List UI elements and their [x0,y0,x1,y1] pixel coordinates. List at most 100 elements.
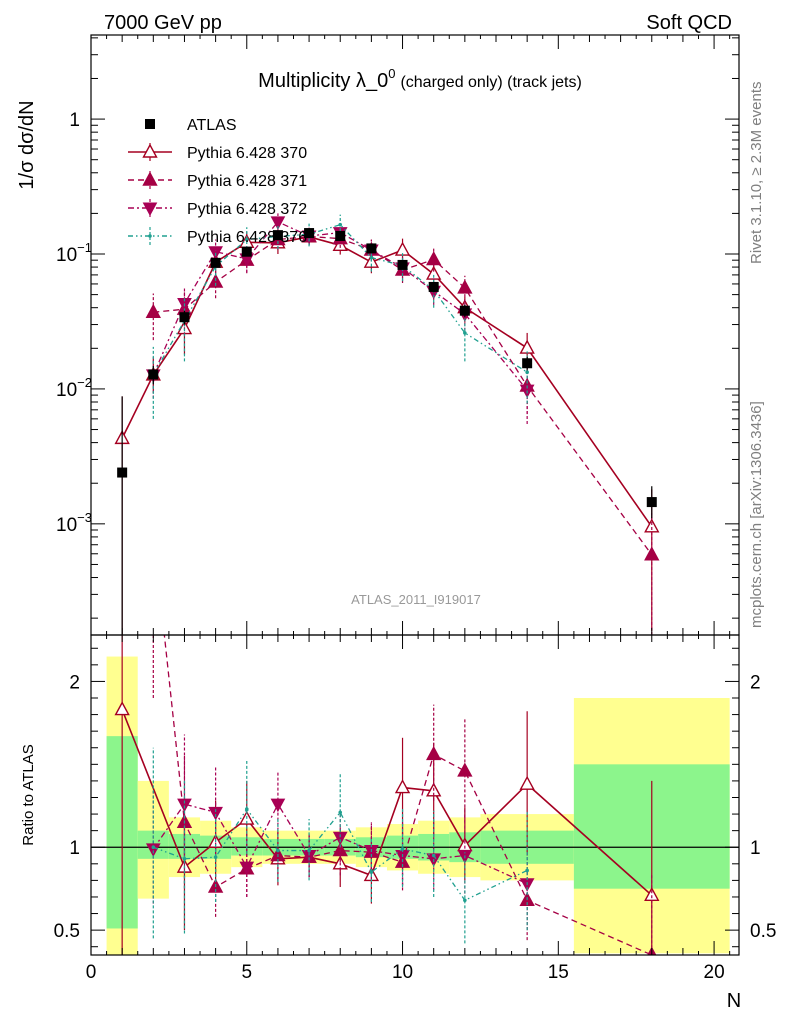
ratio-y-tick-label-right: 0.5 [750,921,776,942]
mcplots-label: mcplots.cern.ch [arXiv:1306.3436] [748,401,765,628]
series-point [644,546,660,561]
ratio-y-tick-label-right: 2 [750,672,761,693]
ratio-point [525,868,529,873]
ratio-point [369,870,374,874]
ratio-point [145,843,161,857]
ratio-series-3 [151,747,529,944]
series-point [463,331,467,335]
series-line [121,236,653,528]
ratio-point [307,848,311,853]
series-point [457,279,473,294]
ratio-y-tick-label: 1 [69,838,80,859]
legend-label: Pythia 6.428 376 [187,229,307,246]
series-line [153,235,653,556]
series-point [244,237,249,242]
ratio-line [152,802,528,885]
y-tick-exp: −3 [77,510,92,525]
legend-entry: Pythia 6.428 371 [128,171,307,190]
rivet-label: Rivet 3.1.10, ≥ 2.3M events [748,82,765,265]
series-point [270,216,286,230]
main-data-layer [117,228,657,635]
y-tick-exp: −1 [77,240,92,255]
data-point [428,281,439,292]
ratio-point [276,848,280,853]
legend: ATLAS Pythia 6.428 370 Pythia 6.428 371 Pyt… [128,117,307,246]
ratio-point [182,857,187,861]
ratio-point [239,861,255,876]
chart-title-sup: 0 [388,66,395,81]
series-point [644,518,660,533]
energy-label: 7000 GeV pp [104,12,222,34]
legend-marker [145,119,155,129]
y-tick-label: 10−3 [56,510,92,536]
ratio-point [463,898,467,903]
legend-entry: Pythia 6.428 372 [128,199,307,218]
x-tick-label: 0 [86,962,97,983]
data-point [179,312,190,323]
data-point [272,230,283,241]
ratio-point [270,798,286,813]
ratio-point [519,775,535,790]
y-tick-base: 10 [56,380,77,401]
series-point [207,273,224,288]
ratio-point [147,525,160,537]
ratio-frame [90,634,740,956]
data-point [117,467,128,478]
y-tick-base: 10 [56,245,77,266]
series-0 [114,228,660,635]
series-line [152,221,528,391]
chart-title-main: Multiplicity λ_0 [258,70,388,92]
legend-label: Pythia 6.428 371 [187,173,307,190]
x-tick-label: 20 [704,962,725,983]
data-point [522,358,533,369]
series-point [369,255,374,260]
legend-entry: Pythia 6.428 370 [128,143,307,162]
ratio-point [151,845,156,850]
ratio-point [338,810,343,815]
ratio-point [244,807,249,811]
y-tick-base: 10 [56,515,77,536]
y-tick-label: 1 [69,110,80,131]
data-point [366,243,377,254]
legend-label: ATLAS [187,117,237,134]
series-1 [145,227,660,635]
data-point [210,257,221,268]
series-point [426,251,442,266]
x-tick-label: 5 [241,962,252,983]
legend-marker [142,202,158,217]
legend-marker [142,143,158,158]
ratio-point [431,853,436,858]
ratio-line [153,807,528,902]
data-point [241,246,252,257]
ratio-y-tick-label: 0.5 [54,921,80,942]
ratio-series-layer [114,525,660,955]
x-tick-label: 15 [548,962,569,983]
chart-title-suffix: (charged only) (track jets) [400,74,581,91]
ratio-point [208,806,223,821]
legend-label: Pythia 6.428 372 [187,201,307,218]
legend-entry: Pythia 6.428 376 [128,227,307,246]
data-point [459,305,470,316]
series-point [519,339,535,354]
data-point [148,369,159,380]
legend-marker [148,234,152,238]
data-point [304,228,315,239]
ratio-point [114,701,130,716]
ratio-point [213,855,218,859]
data-point [646,497,657,508]
ratio-point [426,745,442,761]
ratio-point [457,762,473,777]
y-tick-label: 10−2 [56,375,92,401]
y-tick-label: 10−1 [56,240,92,266]
ratio-axes: 0.5 0.51 12 20 5 10 15 20 [54,634,776,983]
series-point [525,370,529,375]
ratio-point [332,831,348,846]
x-axis-label: N [727,990,741,1012]
chart-title: Multiplicity λ_00 (charged only) (track j… [258,66,582,92]
y-tick-exp: −2 [77,375,92,390]
legend-label: Pythia 6.428 370 [187,145,307,162]
x-tick-label: 10 [392,962,413,983]
series-point [208,246,223,260]
series-point [145,303,161,318]
